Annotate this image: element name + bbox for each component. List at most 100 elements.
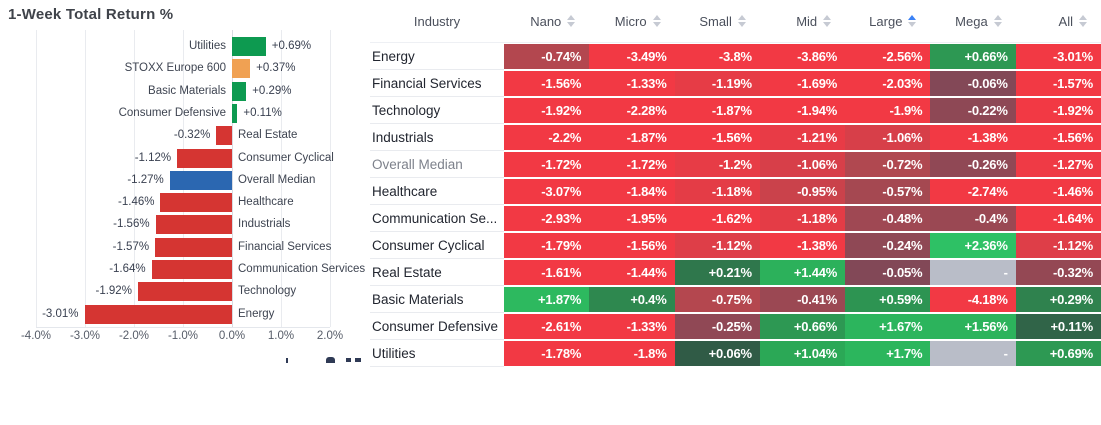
sort-icons: [908, 15, 917, 27]
column-header-label: Large: [869, 13, 903, 29]
column-header-micro[interactable]: Micro: [589, 0, 674, 42]
column-header-label: Micro: [614, 13, 647, 29]
row-label: Utilities: [370, 340, 504, 367]
bar-value-label: +0.11%: [243, 107, 282, 119]
bar-category-label: Energy: [238, 308, 275, 320]
column-header-nano[interactable]: Nano: [504, 0, 589, 42]
table-row-basic-materials: Basic Materials +1.87% +0.4% -0.75% -0.41% +0…: [370, 286, 1101, 313]
heatmap-cell: -1.12%: [674, 233, 760, 258]
heatmap-cell: -3.8%: [674, 44, 760, 69]
bar-value-label: -1.92%: [95, 285, 132, 297]
row-label: Real Estate: [370, 259, 504, 286]
column-header-mega[interactable]: Mega: [930, 0, 1015, 42]
heatmap-cell: +1.56%: [930, 314, 1016, 339]
sort-desc-icon: [908, 22, 917, 27]
sort-asc-icon: [1078, 15, 1087, 20]
chart-bar-consumer-defensive: [232, 104, 238, 123]
gridline: [281, 30, 282, 327]
heatmap-cell: -1.78%: [504, 341, 590, 366]
heatmap-cell: -0.95%: [759, 179, 846, 204]
row-label: Technology: [370, 97, 504, 124]
bar-category-label: Consumer Defensive: [118, 107, 226, 119]
table-row-technology: Technology -1.92% -2.28% -1.87% -1.94% -1.9% -…: [370, 97, 1101, 124]
column-header-industry: Industry: [370, 0, 504, 42]
heatmap-cell: -1.38%: [930, 125, 1016, 150]
column-header-label: Mega: [955, 13, 988, 29]
x-tick-label: -4.0%: [20, 330, 52, 342]
column-header-large[interactable]: Large: [845, 0, 930, 42]
heatmap-cell: +0.29%: [1015, 287, 1101, 312]
chart-bar-utilities: [232, 37, 266, 56]
column-header-mid[interactable]: Mid: [760, 0, 845, 42]
row-label: Energy: [370, 43, 504, 70]
x-tick-label: -2.0%: [118, 330, 150, 342]
heatmap-cell: +0.11%: [1015, 314, 1101, 339]
heatmap-cell: -0.06%: [930, 71, 1016, 96]
sort-icons: [737, 15, 746, 27]
bar-value-label: -3.01%: [42, 308, 79, 320]
column-header-small[interactable]: Small: [675, 0, 760, 42]
sort-asc-icon: [567, 15, 576, 20]
column-header-label: Small: [699, 13, 732, 29]
x-tick-label: 0.0%: [218, 330, 246, 342]
heatmap-cell: -2.56%: [845, 44, 931, 69]
heatmap-cell: -1.8%: [589, 341, 675, 366]
heatmap-cell: -1.72%: [589, 152, 675, 177]
table-row-energy: Energy -0.74% -3.49% -3.8% -3.86% -2.56% +0.66…: [370, 43, 1101, 70]
heatmap-cell: -0.22%: [930, 98, 1016, 123]
bar-category-label: Technology: [238, 285, 297, 297]
bar-category-label: Real Estate: [238, 129, 298, 141]
heatmap-cell: -1.57%: [1015, 71, 1101, 96]
heatmap-cell: -1.87%: [589, 125, 675, 150]
heatmap-cell: -0.72%: [845, 152, 931, 177]
sort-desc-icon: [993, 22, 1002, 27]
sort-desc-icon: [1078, 22, 1087, 27]
heatmap-cell: -1.33%: [589, 71, 675, 96]
heatmap-cell: -1.19%: [674, 71, 760, 96]
sort-icons: [993, 15, 1002, 27]
sort-desc-icon: [737, 22, 746, 27]
table-row-real-estate: Real Estate -1.61% -1.44% +0.21% +1.44% -0.05…: [370, 259, 1101, 286]
row-label: Industrials: [370, 124, 504, 151]
row-label: Consumer Defensive: [370, 313, 504, 340]
x-axis-line: [36, 327, 330, 328]
heatmap-cell: +0.66%: [930, 44, 1016, 69]
bar-category-label: Overall Median: [238, 174, 316, 186]
table-row-utilities: Utilities -1.78% -1.8% +0.06% +1.04% +1.7% - +0…: [370, 340, 1101, 367]
heatmap-cell: -1.46%: [1015, 179, 1101, 204]
bar-category-label: Communication Services: [238, 263, 366, 275]
heatmap-cell: -0.26%: [930, 152, 1016, 177]
heatmap-cell: -1.12%: [1015, 233, 1101, 258]
column-header-label: Industry: [413, 13, 461, 29]
column-header-label: Mid: [796, 13, 818, 29]
heatmap-cell: +0.21%: [674, 260, 760, 285]
heatmap-cell: +0.06%: [674, 341, 760, 366]
bar-value-label: +0.69%: [271, 40, 312, 52]
heatmap-cell: -0.25%: [674, 314, 760, 339]
x-tick-label: -3.0%: [69, 330, 101, 342]
heatmap-cell: -: [930, 341, 1016, 366]
heatmap-cell: +1.87%: [504, 287, 590, 312]
heatmap-cell: -: [930, 260, 1016, 285]
row-label: Consumer Cyclical: [370, 232, 504, 259]
row-label: Basic Materials: [370, 286, 504, 313]
sort-icons: [1078, 15, 1087, 27]
column-header-all[interactable]: All: [1016, 0, 1101, 42]
sort-asc-icon: [823, 15, 832, 20]
chart-bar-basic-materials: [232, 82, 247, 101]
sort-desc-icon: [567, 22, 576, 27]
heatmap-cell: -0.75%: [674, 287, 760, 312]
bar-value-label: -0.32%: [173, 129, 211, 141]
weekly-return-chart-panel: 1-Week Total Return % +0.69% Utilities +0.…: [0, 0, 370, 425]
gridline: [330, 30, 331, 327]
x-tick-label: 1.0%: [267, 330, 295, 342]
heatmap-cell: -1.06%: [845, 125, 931, 150]
chart-bar-communication-services: [151, 260, 232, 279]
bar-value-label: -1.12%: [134, 152, 172, 164]
chart-bar-energy: [84, 305, 232, 324]
heatmap-cell: -1.72%: [504, 152, 590, 177]
heatmap-cell: -1.56%: [674, 125, 760, 150]
sort-icons: [567, 15, 576, 27]
heatmap-cell: -2.74%: [930, 179, 1016, 204]
